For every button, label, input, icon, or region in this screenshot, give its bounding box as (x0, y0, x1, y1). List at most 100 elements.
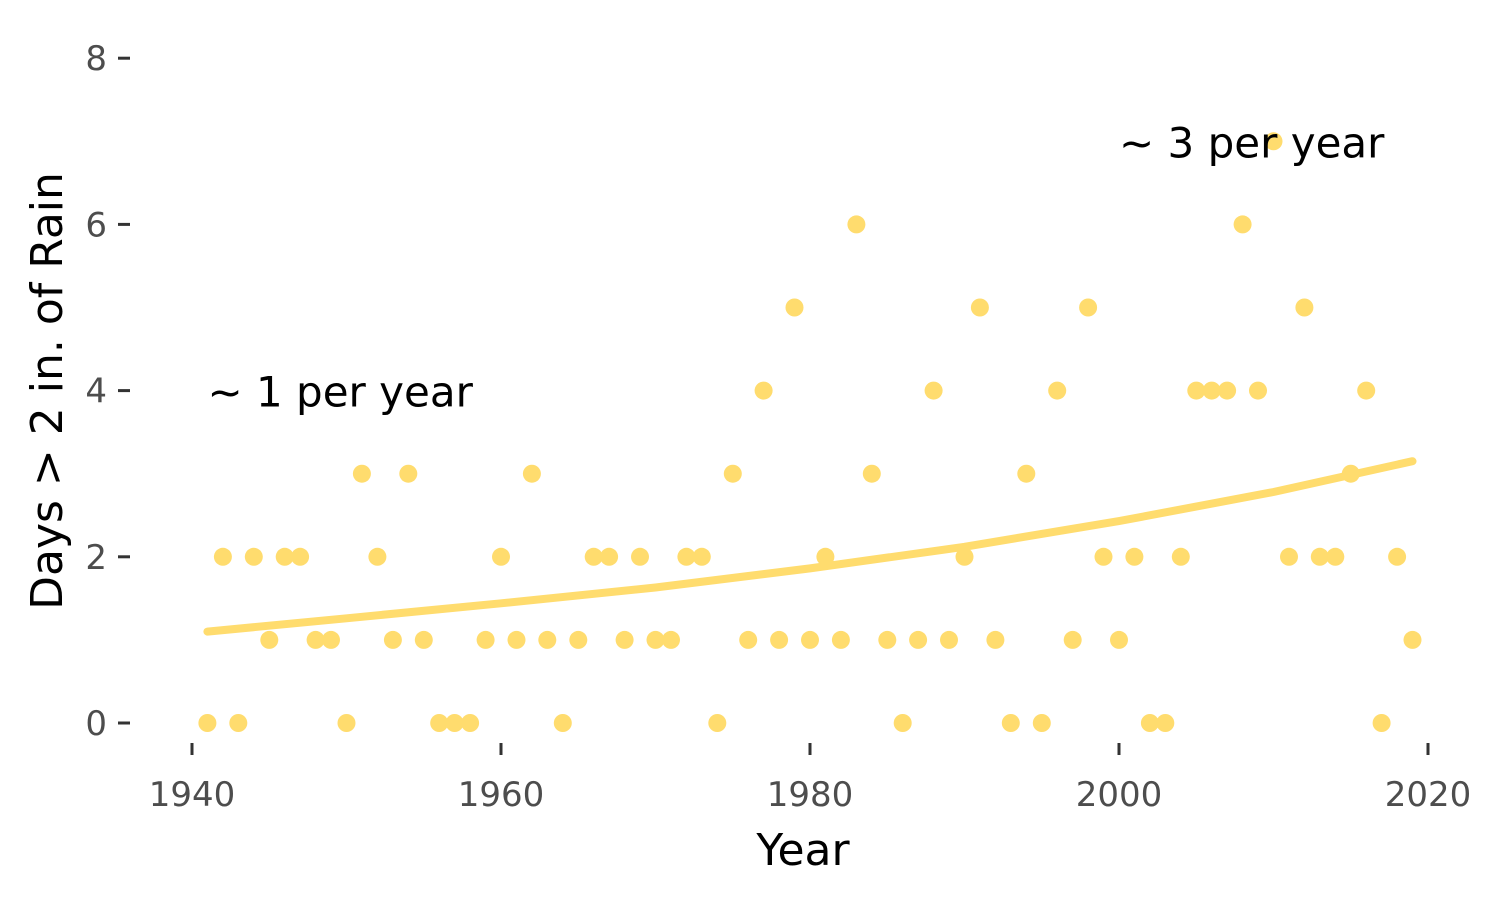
data-point (1249, 381, 1267, 400)
x-axis-title: Year (755, 825, 850, 876)
data-point (785, 298, 804, 317)
data-point (878, 630, 897, 649)
data-point (816, 547, 835, 566)
data-point (507, 630, 526, 649)
annotations-layer: ~ 1 per year ~ 3 per year (207, 118, 1385, 416)
data-point (1341, 464, 1360, 483)
data-point (337, 714, 356, 732)
data-point (352, 464, 371, 483)
data-point (399, 464, 418, 483)
data-point (1125, 547, 1144, 566)
data-point (229, 714, 248, 732)
data-point (692, 547, 711, 566)
data-point (260, 630, 279, 649)
data-point (1001, 714, 1020, 732)
data-point (955, 547, 974, 566)
data-point (522, 464, 541, 483)
data-point (909, 630, 928, 649)
data-point (600, 547, 619, 566)
data-point (646, 630, 665, 649)
data-point (492, 547, 510, 566)
data-point (1233, 215, 1252, 234)
data-point (1388, 547, 1407, 566)
points-layer (198, 132, 1422, 732)
x-tick-label: 1940 (149, 775, 236, 815)
data-point (584, 547, 603, 566)
data-point (1326, 547, 1345, 566)
x-tick-label: 2020 (1385, 775, 1472, 815)
y-tick-label: 4 (85, 372, 107, 412)
data-point (847, 215, 866, 234)
data-point (677, 547, 696, 566)
data-point (1372, 714, 1391, 732)
data-point (986, 630, 1005, 649)
data-point (1048, 381, 1067, 400)
data-point (615, 630, 634, 649)
y-tick-label: 2 (85, 538, 107, 578)
data-point (1264, 132, 1283, 151)
data-point (213, 547, 232, 566)
data-point (940, 630, 958, 649)
data-point (383, 630, 402, 649)
data-point (1218, 381, 1237, 400)
y-tick-label: 8 (85, 39, 107, 79)
data-point (1280, 547, 1298, 566)
data-point (306, 630, 325, 649)
x-tick-label: 2000 (1076, 775, 1163, 815)
annotation-label: ~ 1 per year (207, 368, 473, 417)
data-point (538, 630, 557, 649)
y-tick-label: 6 (85, 205, 107, 245)
data-point (368, 547, 387, 566)
data-point (770, 630, 789, 649)
data-point (1094, 547, 1113, 566)
annotation-label: ~ 3 per year (1119, 118, 1385, 167)
data-point (1295, 298, 1314, 317)
data-point (631, 547, 649, 566)
trend-line (203, 457, 1417, 636)
data-point (291, 547, 310, 566)
data-point (723, 464, 742, 483)
data-point (1063, 630, 1082, 649)
data-point (1017, 464, 1036, 483)
data-point (831, 630, 850, 649)
data-point (1171, 547, 1190, 566)
data-point (198, 714, 217, 732)
data-point (1140, 714, 1159, 732)
data-point (430, 714, 449, 732)
data-point (1310, 547, 1329, 566)
data-point (739, 630, 758, 649)
data-point (1187, 381, 1206, 400)
data-point (1357, 381, 1376, 400)
trend-layer (203, 457, 1417, 636)
data-point (445, 714, 464, 732)
data-point (893, 714, 912, 732)
data-point (862, 464, 881, 483)
data-point (553, 714, 572, 732)
data-point (1156, 714, 1175, 732)
data-point (1032, 714, 1051, 732)
data-point (461, 714, 480, 732)
data-point (275, 547, 294, 566)
data-point (476, 630, 495, 649)
data-point (1110, 630, 1128, 649)
data-point (569, 630, 588, 649)
x-tick-label: 1980 (767, 775, 854, 815)
data-point (414, 630, 433, 649)
data-point (801, 630, 819, 649)
data-point (970, 298, 989, 317)
x-axis: 1940 1960 1980 2000 2020 (149, 743, 1472, 815)
y-axis-title: Days > 2 in. of Rain (22, 172, 73, 610)
x-tick-label: 1960 (458, 775, 545, 815)
data-point (708, 714, 727, 732)
data-point (662, 630, 680, 649)
y-tick-label: 0 (85, 704, 107, 744)
data-point (1403, 630, 1422, 649)
data-point (754, 381, 773, 400)
data-point (924, 381, 943, 400)
y-axis: 0 2 4 6 8 (85, 39, 130, 744)
data-point (1202, 381, 1221, 400)
data-point (244, 547, 263, 566)
data-point (1079, 298, 1098, 317)
data-point (322, 630, 340, 649)
